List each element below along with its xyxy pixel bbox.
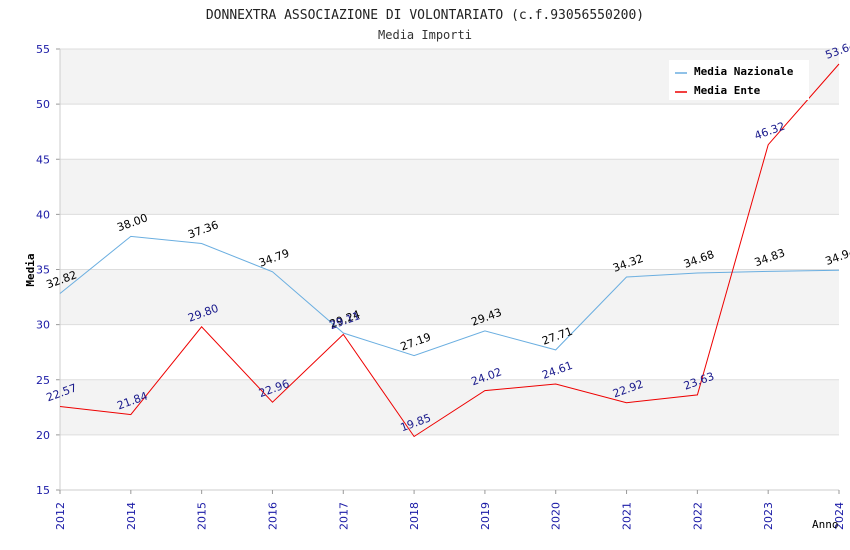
plot-band [60,379,839,435]
x-tick-label: 2021 [621,502,634,530]
y-tick-label: 35 [36,264,50,277]
x-tick-label: 2012 [54,502,67,530]
chart-subtitle: Media Importi [378,28,472,42]
data-label: 53.64 [824,39,850,62]
y-tick-label: 15 [36,484,50,497]
y-tick-label: 45 [36,153,50,166]
x-tick-label: 2020 [550,502,563,530]
plot-band [60,324,839,380]
x-tick-label: 2019 [479,502,492,530]
legend-label-ente: Media Ente [694,84,761,97]
legend-label-nazionale: Media Nazionale [694,65,794,78]
legend: Media Nazionale Media Ente [669,60,809,100]
plot-band [60,159,839,215]
x-tick-labels: 2012 2014 2015 2016 2017 2018 2019 2020 2021 2022… [54,502,846,530]
y-tick-label: 20 [36,429,50,442]
chart-title: DONNEXTRA ASSOCIAZIONE DI VOLONTARIATO (… [206,8,644,23]
y-tick-labels: 15 20 25 30 35 40 45 50 55 [36,43,50,497]
x-tick-label: 2022 [691,502,704,530]
legend-box [669,60,809,100]
series-layer [59,63,840,438]
x-tick-label: 2018 [408,502,421,530]
y-tick-label: 55 [36,43,50,56]
x-tick-label: 2023 [762,502,775,530]
y-axis-label: Media [24,253,37,286]
axes [56,48,840,494]
x-tick-label: 2024 [833,502,846,530]
y-tick-label: 40 [36,208,50,221]
x-tick-label: 2016 [266,502,279,530]
plot-band [60,104,839,160]
x-tick-label: 2015 [196,502,209,530]
plot-band [60,214,839,270]
series-line-ente [59,63,840,438]
x-tick-label: 2014 [125,502,138,530]
y-tick-label: 30 [36,319,50,332]
y-tick-label: 50 [36,98,50,111]
series-line-nazionale [59,235,840,357]
y-tick-label: 25 [36,374,50,387]
x-tick-label: 2017 [337,502,350,530]
plot-band [60,434,839,490]
x-axis-label: Anno [812,518,839,531]
plot-band [60,269,839,325]
